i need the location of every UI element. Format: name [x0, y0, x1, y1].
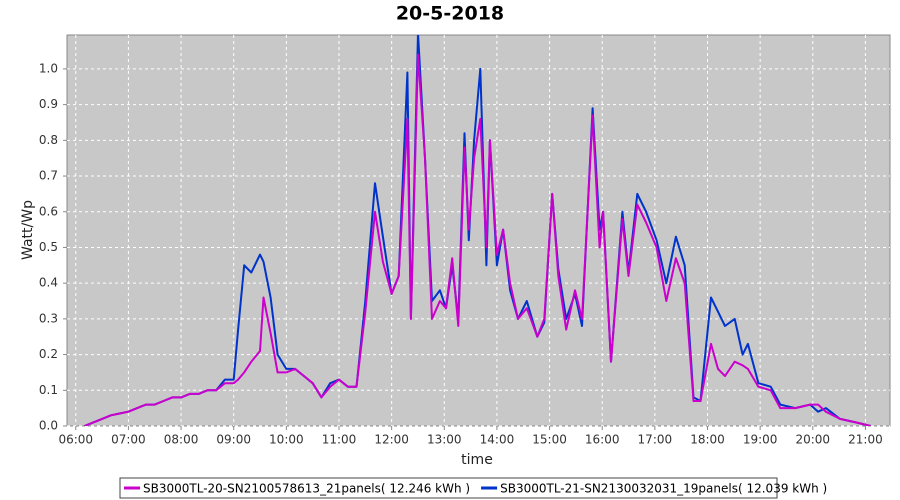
x-tick-label: 06:00: [58, 433, 93, 447]
x-tick-label: 15:00: [532, 433, 567, 447]
legend: [119, 477, 778, 499]
series-line: [84, 53, 871, 426]
series-group: [84, 35, 871, 426]
x-tick-label: 14:00: [480, 433, 515, 447]
y-tick-label: 0.4: [39, 276, 58, 290]
y-tick-label: 0.0: [39, 419, 58, 433]
x-tick-label: 10:00: [269, 433, 304, 447]
x-axis-label: time: [461, 452, 493, 468]
legend-label: SB3000TL-21-SN2130032031_19panels( 12.03…: [500, 482, 827, 496]
y-tick-label: 0.6: [39, 204, 58, 218]
y-tick-label: 0.5: [39, 240, 58, 254]
x-tick-label: 21:00: [848, 433, 883, 447]
x-tick-label: 13:00: [427, 433, 462, 447]
y-tick-label: 0.2: [39, 347, 58, 361]
y-tick-label: 1.0: [39, 61, 58, 75]
y-tick-label: 0.8: [39, 133, 58, 147]
x-tick-label: 20:00: [795, 433, 830, 447]
y-tick-label: 0.9: [39, 97, 58, 111]
x-tick-label: 08:00: [164, 433, 199, 447]
x-tick-label: 11:00: [322, 433, 357, 447]
y-tick-label: 0.3: [39, 311, 58, 325]
x-tick-label: 07:00: [111, 433, 146, 447]
x-tick-label: 19:00: [743, 433, 778, 447]
chart-title: 20-5-2018: [396, 3, 504, 25]
x-tick-label: 16:00: [585, 433, 620, 447]
x-tick-label: 17:00: [638, 433, 673, 447]
x-tick-label: 12:00: [374, 433, 409, 447]
x-tick-label: 09:00: [216, 433, 251, 447]
y-axis-label: Watt/Wp: [20, 200, 36, 260]
y-tick-label: 0.1: [39, 383, 58, 397]
y-tick-label: 0.7: [39, 169, 58, 183]
legend-label: SB3000TL-20-SN2100578613_21panels( 12.24…: [143, 482, 470, 496]
x-tick-label: 18:00: [690, 433, 725, 447]
